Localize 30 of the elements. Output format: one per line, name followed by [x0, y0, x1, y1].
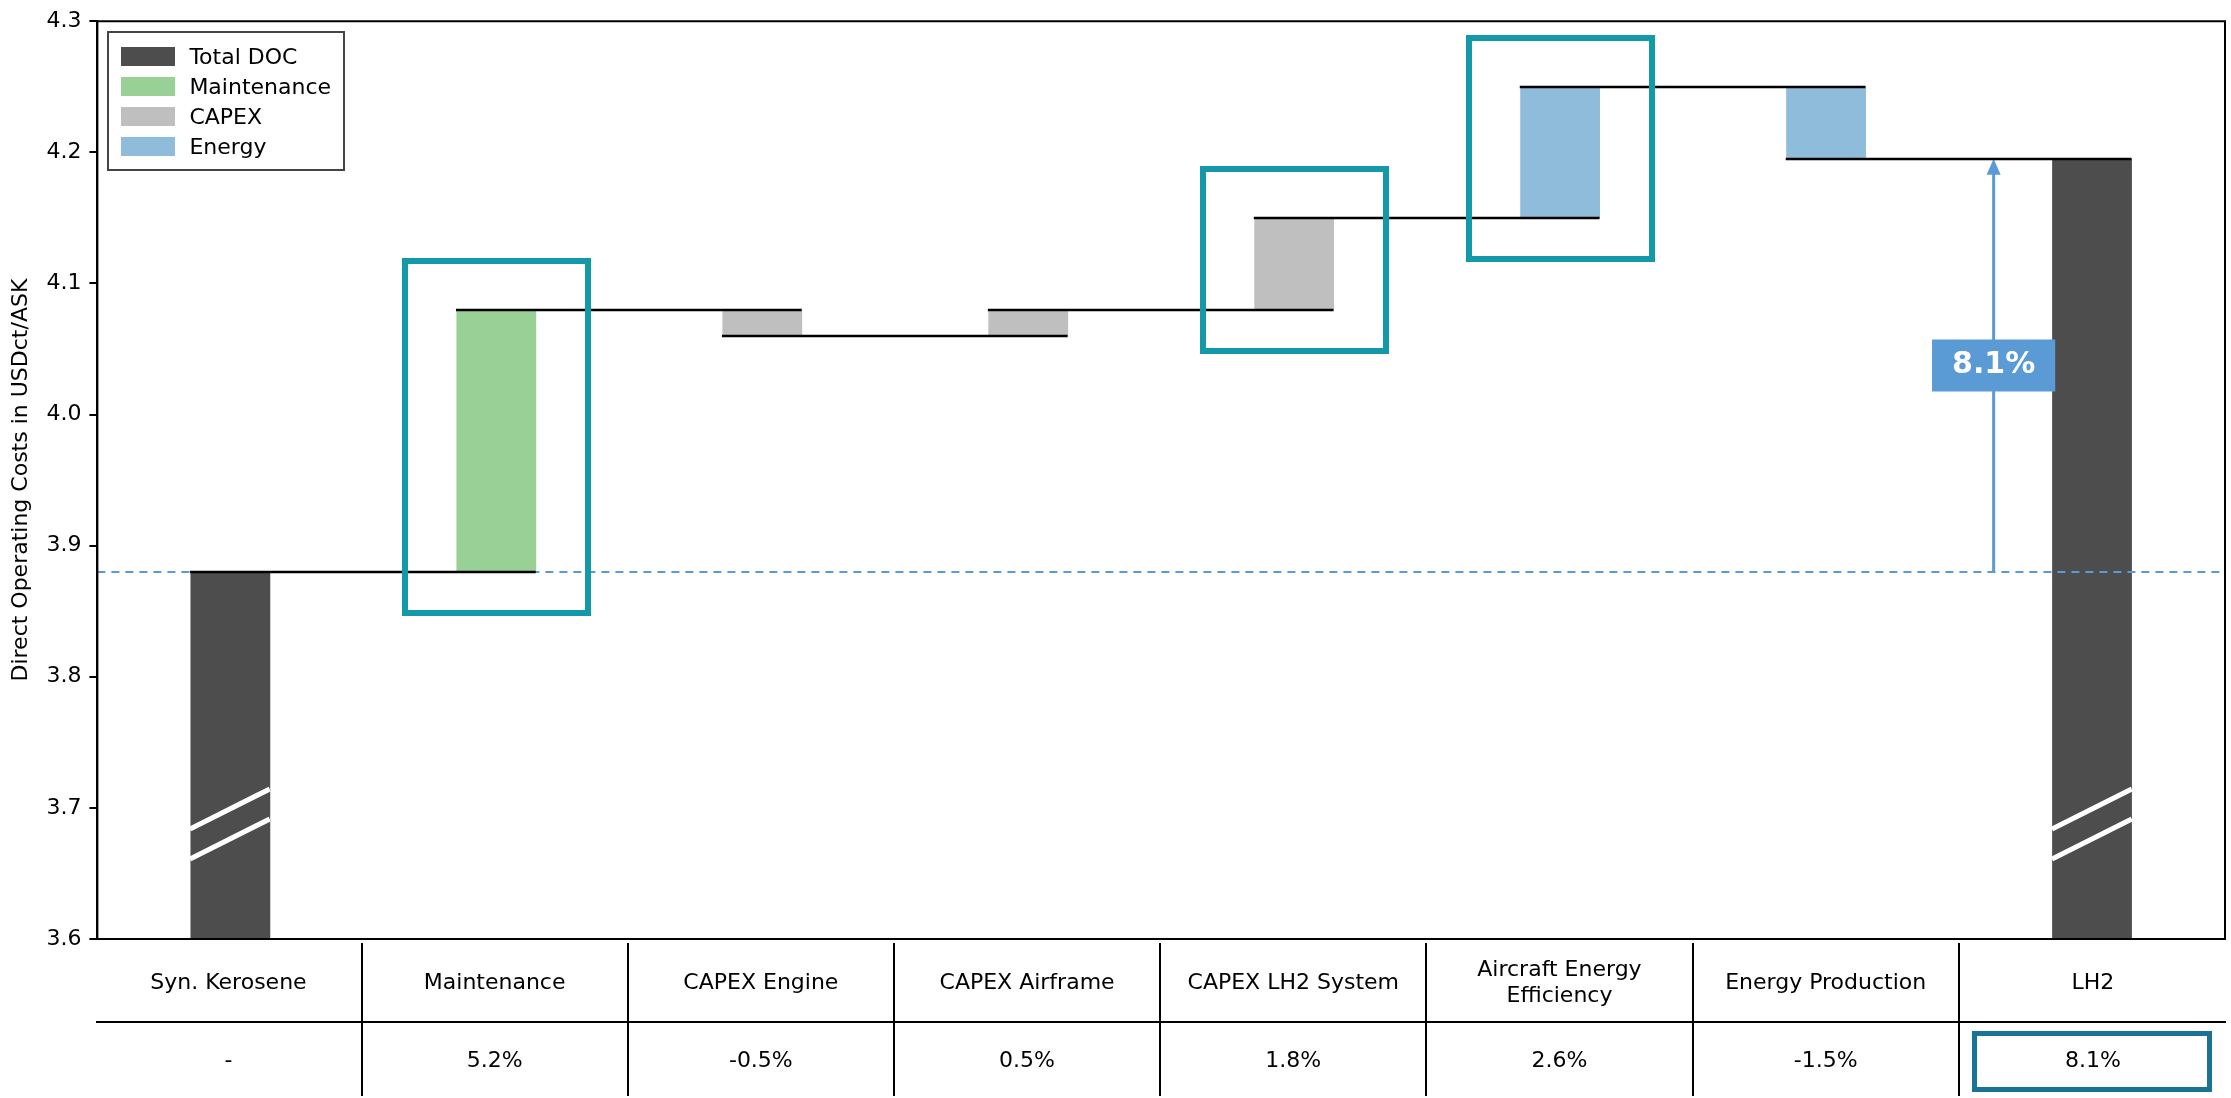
x-tick-label: CAPEX Airframe	[894, 943, 1162, 1023]
y-tick-label: 4.1	[46, 269, 82, 295]
y-tick-label: 3.6	[46, 924, 82, 950]
x-tick-label: LH2	[1959, 943, 2226, 1023]
text: 8.1%	[2064, 1046, 2121, 1073]
annotation: 8.1%	[1952, 345, 2036, 381]
text: -1.5%	[1793, 1046, 1858, 1073]
x-tick-label: CAPEX Engine	[628, 943, 895, 1023]
text: 5.2%	[466, 1046, 523, 1073]
x-tick-label: Energy Production	[1693, 943, 1960, 1023]
text: 2.6%	[1531, 1046, 1588, 1073]
y-tick-label: 3.8	[46, 662, 82, 688]
y-tick-label: 3.7	[46, 793, 82, 819]
x-tick-label: Aircraft Energy Efficiency	[1427, 943, 1694, 1023]
legend-label: CAPEX	[189, 103, 263, 129]
y-tick-label: 4.3	[46, 6, 82, 32]
y-axis-title: Direct Operating Costs in USDct/ASK	[6, 278, 32, 682]
y-tick-label: 3.9	[46, 531, 82, 557]
text: 0.5%	[999, 1046, 1056, 1073]
x-tick-label: Maintenance	[362, 943, 629, 1023]
y-tick-label: 4.2	[46, 138, 82, 164]
legend-label: Total DOC	[189, 43, 298, 69]
y-tick-label: 4.0	[46, 400, 82, 426]
legend-label: Maintenance	[189, 73, 332, 99]
x-tick-label: Syn. Kerosene	[96, 943, 363, 1023]
legend-label: Energy	[189, 133, 267, 159]
x-tick-label: CAPEX LH2 System	[1161, 943, 1428, 1023]
text: 1.8%	[1265, 1046, 1322, 1073]
text: -0.5%	[728, 1046, 793, 1073]
text: -	[224, 1046, 233, 1073]
